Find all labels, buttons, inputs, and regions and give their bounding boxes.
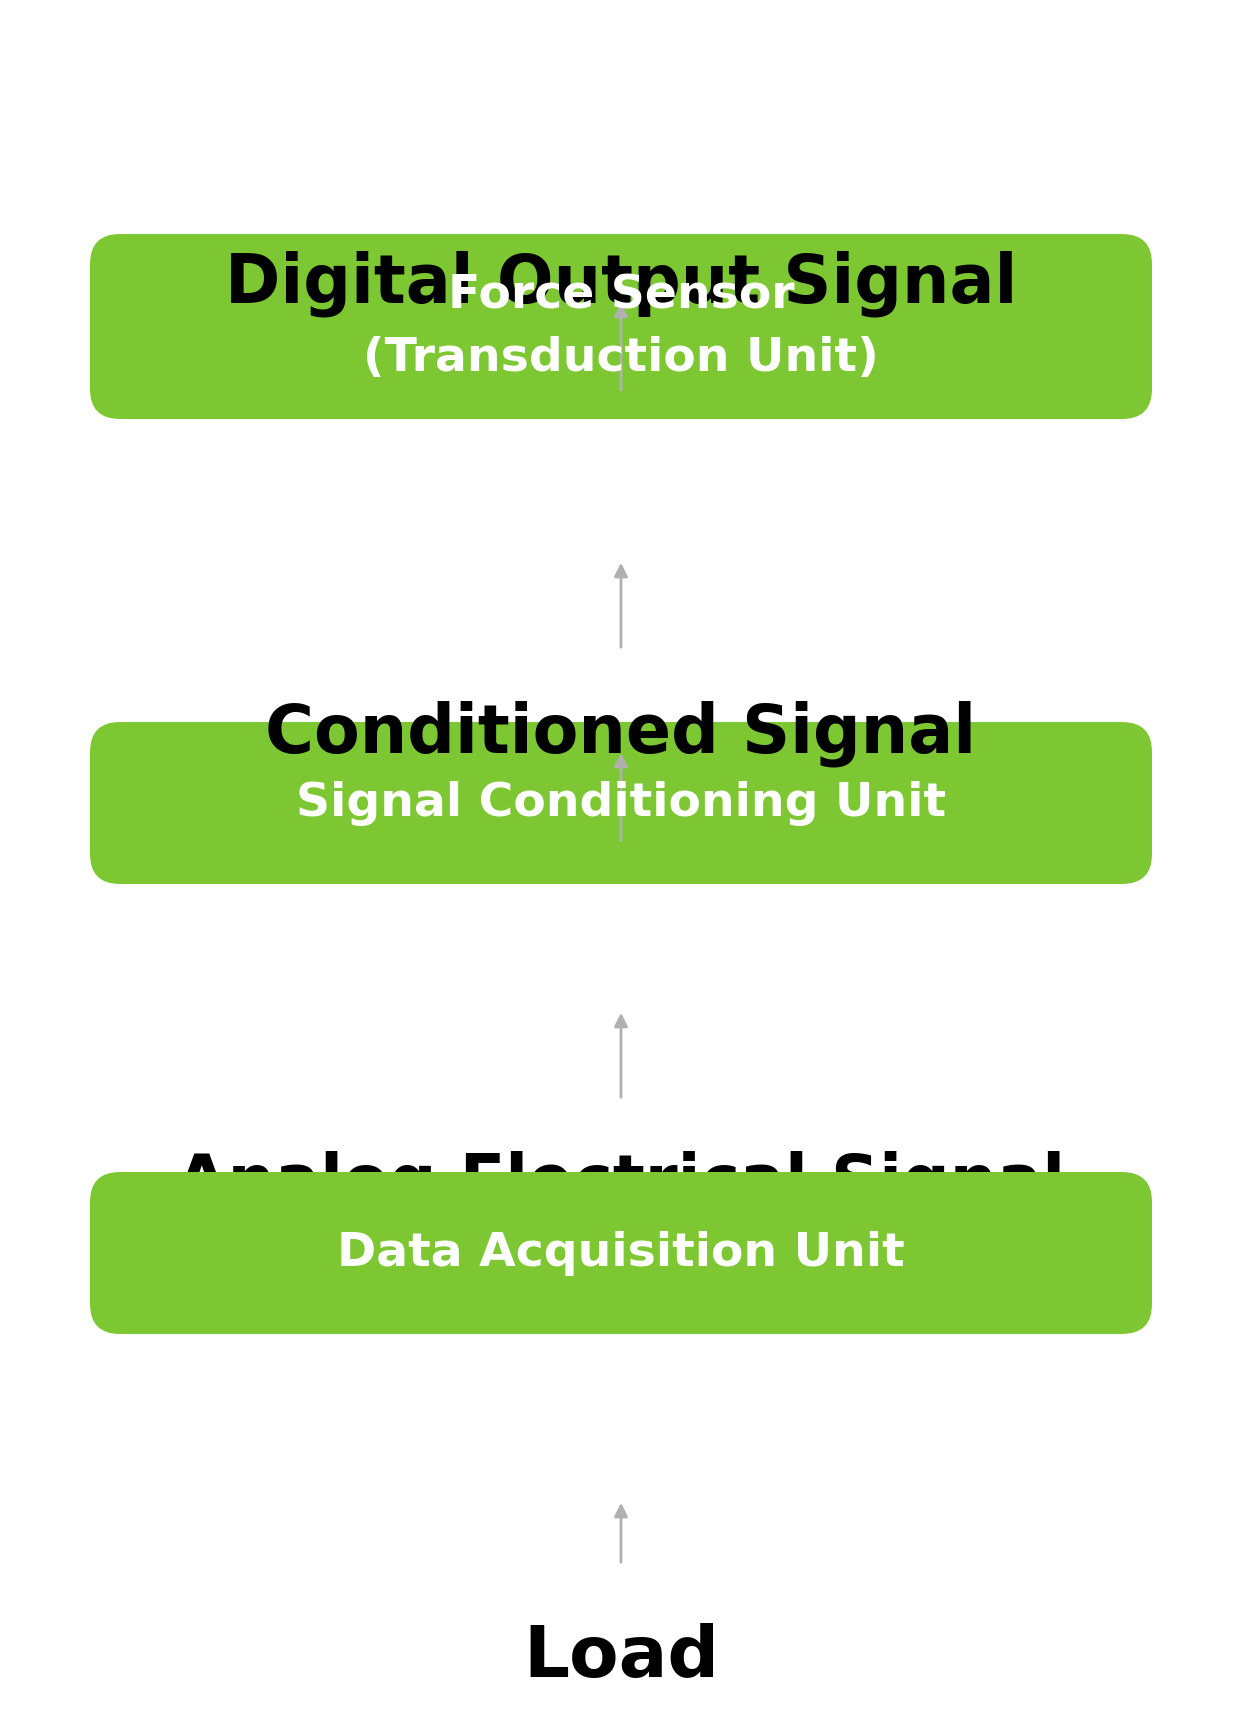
Text: Digital Output Signal: Digital Output Signal (225, 251, 1017, 317)
FancyBboxPatch shape (89, 723, 1153, 884)
FancyBboxPatch shape (89, 1173, 1153, 1334)
Text: Signal Conditioning Unit: Signal Conditioning Unit (296, 780, 946, 825)
Text: Force Sensor
(Transduction Unit): Force Sensor (Transduction Unit) (363, 273, 879, 381)
Text: Conditioned Signal: Conditioned Signal (266, 701, 976, 766)
Text: Analog Electrical Signal: Analog Electrical Signal (176, 1150, 1066, 1216)
Text: Load: Load (523, 1623, 719, 1690)
Text: Data Acquisition Unit: Data Acquisition Unit (337, 1230, 905, 1275)
FancyBboxPatch shape (89, 235, 1153, 420)
